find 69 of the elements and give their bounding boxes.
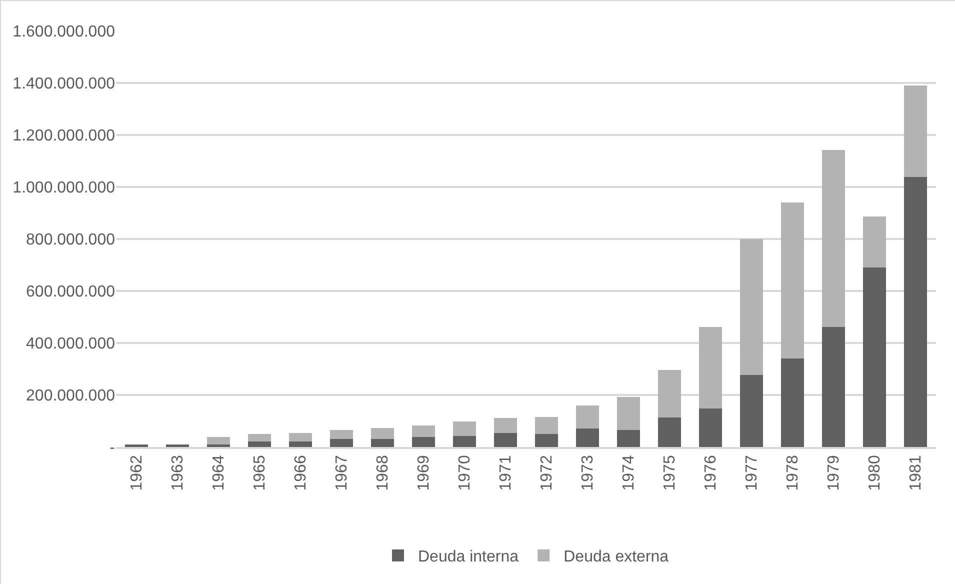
bar	[371, 439, 394, 447]
bar	[699, 327, 722, 408]
x-tick-label: 1963	[170, 455, 187, 491]
bar	[904, 176, 927, 447]
x-tick-label: 1962	[128, 455, 146, 491]
bar	[453, 422, 476, 436]
bar	[617, 430, 640, 447]
bar	[125, 444, 148, 447]
y-tick-label: 400.000.000	[26, 336, 116, 353]
x-tick-label: 1968	[374, 455, 392, 491]
x-tick-label: 1977	[744, 455, 761, 491]
bar	[453, 436, 476, 447]
x-tick-label: 1975	[662, 455, 679, 491]
y-tick-label: 1.000.000.000	[12, 180, 116, 197]
bar	[617, 397, 640, 430]
bar	[699, 408, 722, 447]
bar	[412, 437, 435, 447]
bar	[658, 418, 681, 447]
bar	[535, 416, 558, 434]
x-tick-label: 1976	[702, 455, 720, 491]
x-tick-label: 1965	[252, 455, 269, 491]
bar	[904, 86, 927, 177]
bar	[863, 267, 886, 447]
x-tick-label: 1966	[292, 455, 310, 491]
x-tick-label: 1972	[538, 455, 556, 491]
y-tick-label: 800.000.000	[26, 232, 116, 249]
x-tick-label: 1980	[866, 455, 884, 491]
x-tick-label: 1978	[784, 455, 802, 491]
bar	[863, 216, 886, 268]
y-tick-label: -	[110, 440, 115, 457]
bar	[494, 418, 517, 434]
x-tick-label: 1964	[210, 455, 228, 491]
legend-label: Deuda interna	[418, 548, 519, 566]
bar	[740, 239, 763, 376]
x-tick-label: 1970	[456, 455, 474, 491]
y-tick-label: 600.000.000	[26, 284, 116, 301]
y-tick-label: 1.200.000.000	[12, 128, 116, 145]
x-tick-label: 1974	[620, 455, 638, 491]
y-tick-label: 1.400.000.000	[12, 76, 116, 93]
x-tick-label: 1967	[334, 455, 351, 491]
bar	[371, 428, 394, 440]
x-tick-label: 1969	[416, 455, 433, 491]
bar	[207, 437, 230, 444]
y-tick-label: 200.000.000	[26, 388, 116, 405]
bar	[330, 430, 353, 440]
bar	[207, 444, 230, 447]
bar	[289, 441, 312, 447]
bar	[289, 432, 312, 442]
bar	[248, 434, 271, 442]
x-tick-label: 1973	[580, 455, 597, 491]
bar	[576, 405, 599, 429]
bar	[658, 370, 681, 418]
bar	[166, 444, 189, 447]
x-tick-label: 1971	[498, 455, 515, 491]
bar	[494, 433, 517, 447]
x-tick-label: 1979	[826, 455, 843, 491]
y-tick-label: 1.600.000.000	[12, 24, 116, 41]
bar	[412, 426, 435, 438]
x-tick-label: 1981	[908, 455, 925, 491]
bar	[781, 358, 804, 447]
bar	[535, 434, 558, 447]
bar	[781, 202, 804, 359]
bar	[248, 441, 271, 447]
bar	[330, 439, 353, 447]
legend-label: Deuda externa	[564, 548, 669, 566]
bar	[740, 375, 763, 447]
bar	[576, 428, 599, 447]
bar	[822, 150, 845, 328]
bar	[822, 327, 845, 447]
